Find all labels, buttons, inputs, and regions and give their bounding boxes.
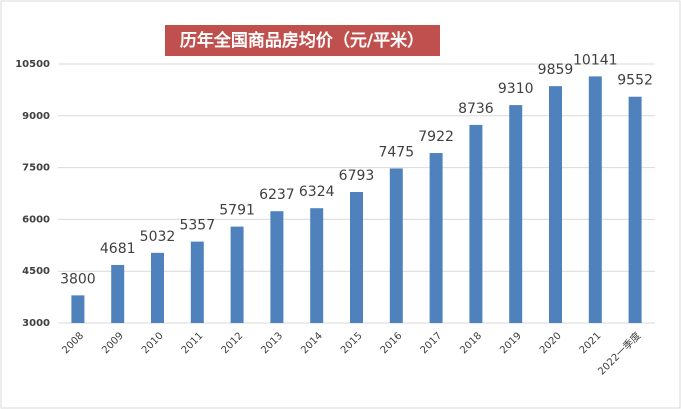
bar [270,211,284,323]
bar [429,153,443,323]
value-label: 5032 [140,229,176,245]
bar [509,105,523,323]
bar [310,208,324,323]
value-label: 7922 [418,129,454,145]
y-tick-label: 6000 [22,214,50,225]
value-label: 6237 [259,187,295,203]
value-label: 5791 [219,203,255,219]
y-tick-label: 7500 [22,163,50,174]
value-label: 3800 [60,271,96,287]
title-box [165,25,440,56]
value-label: 6793 [339,168,375,184]
bar [230,226,244,323]
bar [628,96,642,323]
y-tick-label: 10500 [15,59,50,70]
value-label: 7475 [378,144,414,160]
bar [111,264,125,323]
value-label: 9310 [498,81,534,97]
value-label: 9859 [538,62,574,78]
bar [190,241,204,323]
value-label: 5357 [179,218,215,234]
value-label: 4681 [100,241,136,257]
chart-title: 历年全国商品房均价（元/平米） [180,30,424,51]
bar [151,252,164,323]
value-label: 8736 [458,101,494,117]
bar [71,295,85,323]
bar [350,192,363,323]
value-label: 6324 [299,184,335,200]
bar [389,168,403,323]
value-label: 9552 [617,73,653,89]
y-tick-label: 9000 [22,111,50,122]
value-label: 10141 [573,52,618,68]
bar [469,124,483,323]
y-tick-label: 3000 [22,318,50,329]
bar [549,86,562,323]
bar [588,76,602,324]
y-tick-label: 4500 [22,266,50,277]
